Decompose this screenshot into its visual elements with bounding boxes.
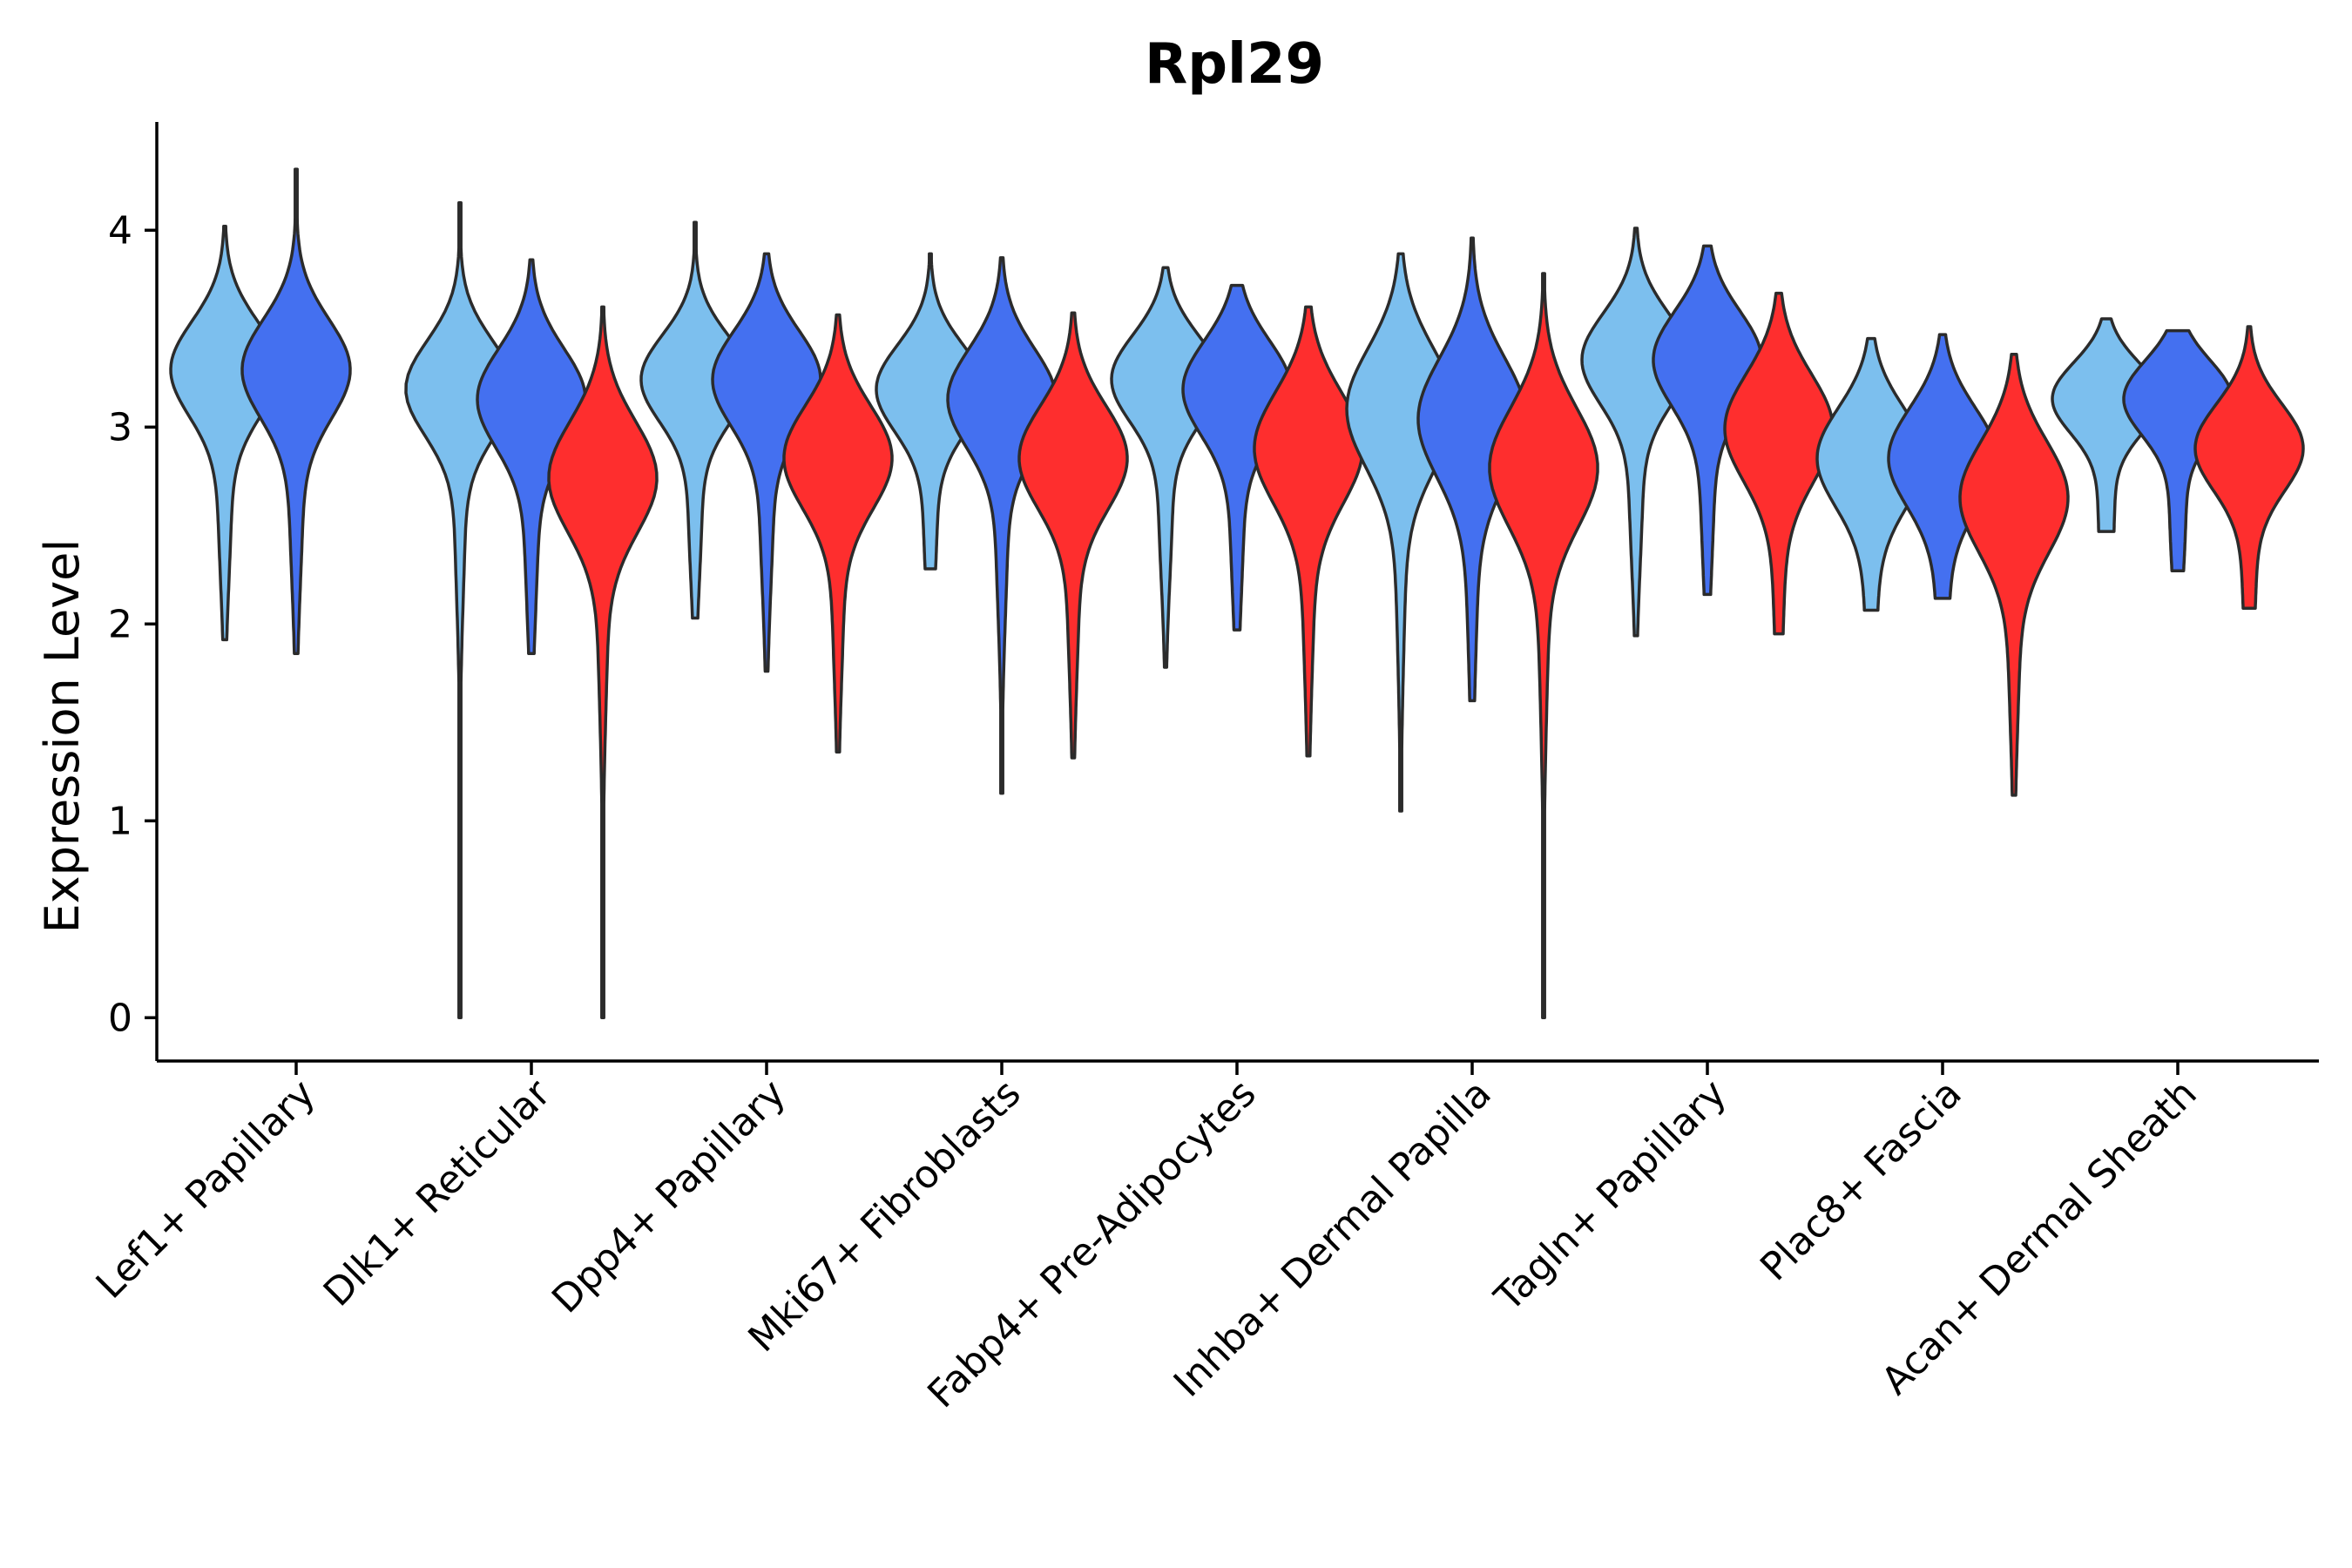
x-tick-label: Dpp4+ Papillary — [544, 1071, 794, 1322]
violin-light-blue — [1815, 336, 1927, 612]
violin-red — [1958, 352, 2070, 797]
violin-light-blue — [404, 200, 516, 1020]
y-tick-label: 1 — [108, 799, 132, 843]
y-tick-label: 2 — [108, 602, 132, 646]
y-axis-label: Expression Level — [35, 539, 90, 934]
violin-red — [547, 305, 659, 1020]
violins-layer — [169, 167, 2305, 1020]
violin-blue — [1652, 244, 1763, 597]
violin-light-blue — [875, 252, 986, 571]
x-tick-label: Lef1+ Papillary — [88, 1071, 324, 1308]
violin-blue — [1181, 283, 1293, 632]
violin-red — [1723, 291, 1835, 636]
violin-red — [1488, 272, 1599, 1020]
chart-title: Rpl29 — [1145, 32, 1324, 97]
violin-red — [1253, 305, 1364, 758]
y-tick-label: 4 — [108, 208, 132, 253]
violin-light-blue — [1345, 252, 1456, 813]
violin-red — [782, 313, 894, 754]
violin-red — [2193, 325, 2305, 610]
violin-light-blue — [1580, 226, 1692, 638]
violin-blue — [476, 258, 587, 655]
violin-light-blue — [2051, 317, 2162, 533]
violin-blue — [1416, 236, 1528, 703]
violin-blue — [2122, 328, 2234, 573]
x-tick-label: Plac8+ Fascia — [1752, 1071, 1970, 1290]
violin-light-blue — [169, 225, 280, 642]
violin-light-blue — [639, 220, 751, 620]
y-tick-label: 0 — [108, 996, 132, 1040]
violin-blue — [240, 167, 352, 655]
violin-blue — [946, 256, 1058, 795]
y-tick-label: 3 — [108, 405, 132, 449]
x-tick-label: Tagln+ Papillary — [1486, 1071, 1735, 1321]
violin-red — [1017, 311, 1129, 760]
violin-blue — [711, 252, 822, 673]
x-tick-label: Dlk1+ Reticular — [315, 1071, 560, 1315]
